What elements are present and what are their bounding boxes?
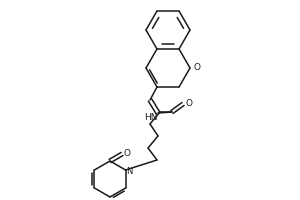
Text: O: O xyxy=(124,148,131,158)
Text: N: N xyxy=(127,166,133,176)
Text: O: O xyxy=(185,98,192,108)
Text: HN: HN xyxy=(145,113,158,122)
Text: O: O xyxy=(193,64,200,72)
